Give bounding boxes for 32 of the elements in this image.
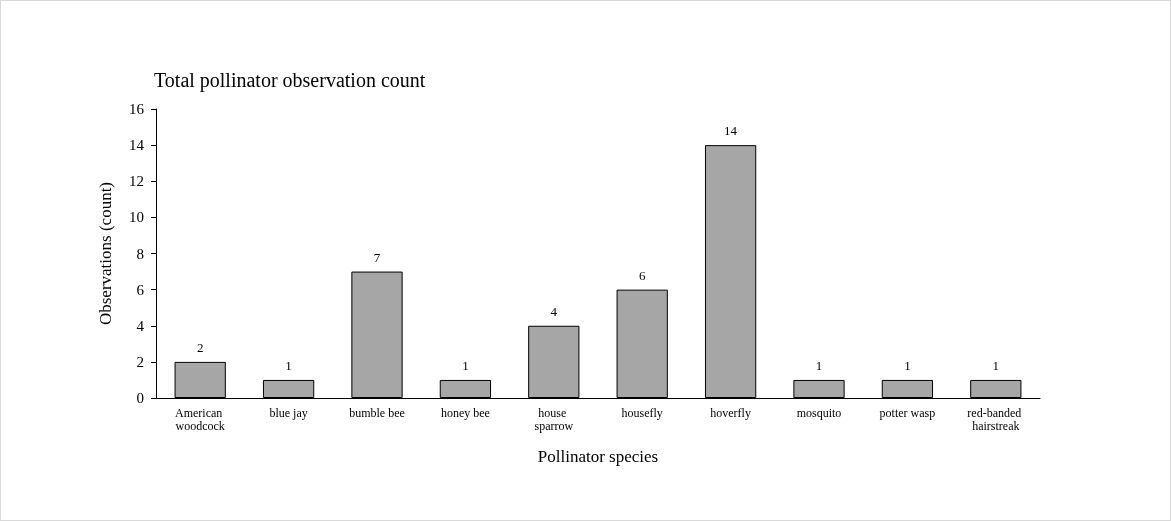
x-tick-label: blue jay [269, 405, 308, 420]
y-axis-title: Observations (count) [96, 181, 115, 326]
x-tick-label: red-banded hairstreak [967, 405, 1025, 433]
y-tick-label: 12 [129, 173, 144, 190]
x-tick-label: potter wasp [879, 405, 936, 420]
data-label: 6 [638, 267, 646, 283]
y-tick-label: 14 [129, 137, 145, 154]
data-label: 1 [815, 357, 823, 373]
chart-title: Total pollinator observation count [154, 69, 426, 92]
y-tick-label: 0 [136, 390, 144, 406]
y-tick-label: 6 [136, 281, 145, 298]
data-label: 2 [196, 339, 204, 355]
y-tick-label: 10 [129, 209, 144, 226]
data-label: 14 [724, 123, 738, 139]
x-tick-label: mosquito [796, 405, 842, 420]
x-tick-label: honey bee [440, 405, 490, 420]
x-tick-label: American woodcock [175, 405, 226, 433]
data-label: 4 [550, 303, 558, 319]
data-label: 1 [904, 357, 911, 373]
x-axis-title: Pollinator species [537, 447, 659, 466]
data-label: 1 [285, 357, 292, 373]
y-tick-label: 2 [136, 353, 144, 370]
y-tick-label: 4 [136, 317, 145, 334]
x-tick-label: house sparrow [534, 405, 574, 433]
x-tick-label: bumble bee [349, 405, 405, 420]
data-label: 1 [462, 357, 469, 373]
data-label: 1 [992, 357, 1000, 373]
y-tick-label: 8 [136, 245, 144, 262]
data-label: 7 [373, 249, 381, 265]
y-tick-label: 16 [129, 101, 145, 117]
x-tick-label: hoverfly [710, 405, 751, 420]
x-tick-label: housefly [621, 405, 663, 420]
